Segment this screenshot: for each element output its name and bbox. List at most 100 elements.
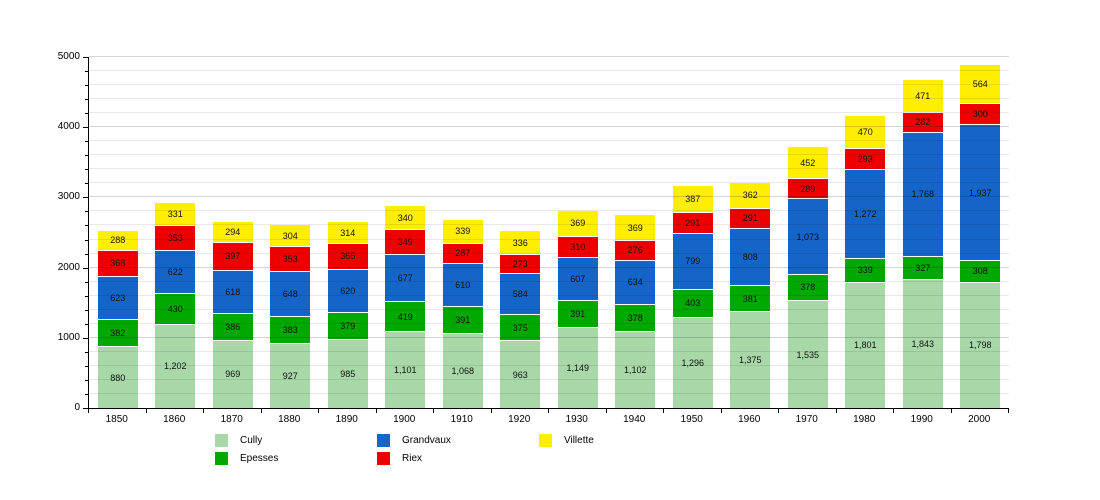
legend-swatch-villette: [539, 433, 552, 447]
value-label: 304: [282, 230, 298, 241]
value-label: 273: [512, 259, 528, 270]
segment-riex-1930: 310: [557, 235, 598, 258]
y-axis-tick-mark: [85, 155, 88, 157]
value-label: 349: [397, 237, 413, 248]
value-label: 365: [340, 251, 356, 262]
value-label: 340: [397, 212, 413, 223]
legend-label: Riex: [402, 452, 423, 464]
value-label: 564: [972, 78, 988, 89]
y-axis-tick-mark: [85, 365, 88, 367]
value-label: 276: [627, 245, 643, 256]
x-axis-label-1890: 1890: [335, 414, 358, 425]
segment-cully-1870: 969: [212, 339, 253, 408]
y-axis-tick-label: 2000: [57, 261, 80, 273]
segment-villette-1890: 314: [327, 221, 368, 244]
value-label: 1,272: [853, 208, 877, 219]
value-label: 1,202: [163, 361, 187, 372]
y-axis-tick-mark: [85, 85, 88, 87]
segment-villette-1900: 340: [385, 205, 426, 230]
segment-riex-1940: 276: [615, 240, 656, 260]
y-axis-tick-mark: [85, 141, 88, 143]
bar-1880: 927 383 648 353 304: [270, 224, 311, 408]
y-axis-tick-mark: [85, 225, 88, 227]
value-label: 471: [915, 90, 931, 101]
value-label: 1,768: [911, 189, 935, 200]
segment-epesses-1910: 391: [442, 305, 483, 334]
legend-swatch-cully: [215, 433, 228, 447]
value-label: 391: [455, 314, 471, 325]
bar-1990: 1,843 327 1,768 282 471: [902, 78, 943, 408]
y-axis-tick-mark: [83, 57, 88, 58]
y-axis-tick-mark: [85, 295, 88, 297]
segment-villette-1940: 369: [615, 214, 656, 241]
segment-riex-1900: 349: [385, 229, 426, 254]
value-label: 375: [512, 322, 528, 333]
y-axis-tick-mark: [85, 169, 88, 171]
segment-cully-1880: 927: [270, 342, 311, 408]
y-axis-tick-mark: [85, 281, 88, 283]
bar-2000: 1,798 308 1,937 300 564: [960, 63, 1001, 408]
x-axis-label-1970: 1970: [795, 414, 818, 425]
legend-label: Villette: [564, 434, 594, 446]
segment-cully-1930: 1,149: [557, 327, 598, 408]
value-label: 452: [800, 157, 816, 168]
segment-grandvaux-2000: 1,937: [960, 124, 1001, 261]
segment-grandvaux-1990: 1,768: [902, 131, 943, 256]
value-label: 382: [110, 328, 126, 339]
x-axis-tick-mark: [950, 409, 952, 413]
value-label: 618: [225, 286, 241, 297]
value-label: 1,102: [623, 364, 647, 375]
segment-epesses-1880: 383: [270, 316, 311, 343]
x-axis-tick-mark: [318, 409, 319, 413]
segment-cully-1910: 1,068: [442, 333, 483, 408]
y-axis-tick-mark: [85, 379, 88, 381]
value-label: 969: [225, 369, 241, 380]
y-axis-tick-mark: [85, 183, 88, 185]
value-label: 799: [685, 256, 701, 267]
value-label: 620: [340, 285, 356, 296]
segment-epesses-1850: 382: [97, 319, 138, 347]
segment-cully-1920: 963: [500, 340, 541, 408]
y-axis-tick-label: 1000: [57, 331, 80, 343]
bar-1870: 969 386 618 397 294: [212, 221, 253, 408]
bar-1980: 1,801 339 1,272 293 470: [845, 114, 886, 408]
value-label: 1,068: [451, 366, 475, 377]
segment-villette-1950: 387: [672, 185, 713, 213]
x-axis-label-1910: 1910: [450, 414, 473, 425]
segment-epesses-1970: 378: [787, 273, 828, 301]
segment-grandvaux-1940: 634: [615, 259, 656, 305]
y-axis-tick-mark: [85, 351, 88, 353]
value-label: 379: [340, 321, 356, 332]
legend-swatch-riex: [377, 451, 390, 465]
segment-epesses-1960: 381: [730, 284, 771, 312]
value-label: 336: [512, 237, 528, 248]
segment-epesses-2000: 308: [960, 260, 1001, 282]
x-axis-tick-mark: [260, 409, 262, 413]
legend-item-villette: Villette: [539, 433, 701, 447]
value-label: 291: [742, 213, 758, 224]
segment-villette-1870: 294: [212, 221, 253, 242]
segment-villette-2000: 564: [960, 63, 1001, 104]
y-axis-tick-label: 0: [74, 402, 80, 413]
segment-cully-1940: 1,102: [615, 330, 656, 408]
segment-grandvaux-1900: 677: [385, 253, 426, 302]
y-axis-tick-mark: [85, 393, 88, 395]
value-label: 634: [627, 277, 643, 288]
bars-layer: 880 382 623 368 288 1,202 430 622 353 331 969 386 61…: [89, 57, 1009, 408]
segment-grandvaux-1880: 648: [270, 270, 311, 317]
value-label: 383: [282, 324, 298, 335]
value-label: 1,375: [738, 355, 762, 366]
y-axis-tick-mark: [85, 211, 88, 213]
legend-label: Grandvaux: [402, 434, 451, 446]
segment-epesses-1860: 430: [155, 293, 196, 324]
segment-epesses-1930: 391: [557, 299, 598, 328]
segment-epesses-1870: 386: [212, 312, 253, 340]
value-label: 386: [225, 321, 241, 332]
x-axis-label-1870: 1870: [220, 414, 243, 425]
x-axis-label-1850: 1850: [105, 414, 128, 425]
value-label: 963: [512, 369, 528, 380]
value-label: 368: [110, 258, 126, 269]
value-label: 369: [627, 222, 643, 233]
legend-label: Epesses: [240, 452, 279, 464]
segment-epesses-1940: 378: [615, 304, 656, 331]
